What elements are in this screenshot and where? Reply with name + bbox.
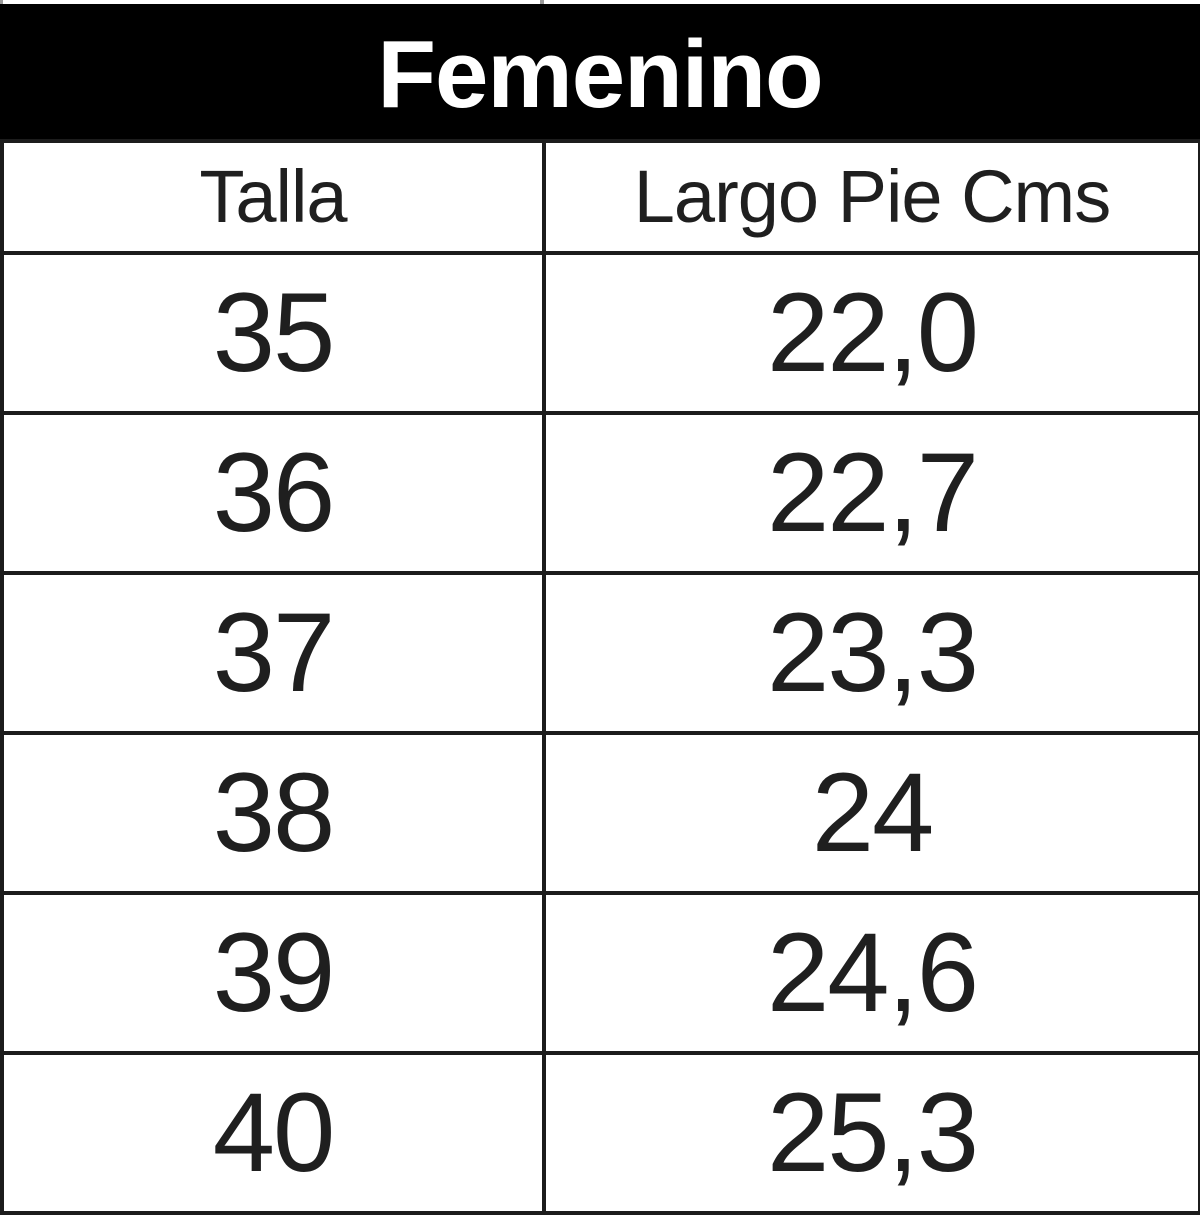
table-row: 38 24 — [0, 731, 1200, 895]
talla-cell: 36 — [0, 411, 546, 575]
crop-edge-strip — [0, 0, 1200, 4]
column-header-row: Talla Largo Pie Cms — [0, 139, 1200, 255]
talla-cell: 39 — [0, 891, 546, 1055]
column-header-largo-pie-cms: Largo Pie Cms — [542, 139, 1200, 255]
size-table: Talla Largo Pie Cms 35 22,0 36 22,7 37 2… — [0, 139, 1200, 1215]
largo-pie-cell: 24 — [542, 731, 1200, 895]
largo-pie-cell: 24,6 — [542, 891, 1200, 1055]
table-title: Femenino — [377, 20, 823, 128]
table-row: 37 23,3 — [0, 571, 1200, 735]
talla-cell: 38 — [0, 731, 546, 895]
table-title-bar: Femenino — [0, 4, 1200, 139]
largo-pie-cell: 25,3 — [542, 1051, 1200, 1215]
table-row: 36 22,7 — [0, 411, 1200, 575]
talla-cell: 35 — [0, 251, 546, 415]
talla-cell: 37 — [0, 571, 546, 735]
largo-pie-cell: 22,0 — [542, 251, 1200, 415]
largo-pie-cell: 22,7 — [542, 411, 1200, 575]
grid-tick-left — [0, 0, 3, 4]
grid-tick-divider — [540, 0, 544, 4]
table-row: 39 24,6 — [0, 891, 1200, 1055]
table-row: 35 22,0 — [0, 251, 1200, 415]
table-row: 40 25,3 — [0, 1051, 1200, 1215]
column-header-talla: Talla — [0, 139, 546, 255]
largo-pie-cell: 23,3 — [542, 571, 1200, 735]
talla-cell: 40 — [0, 1051, 546, 1215]
